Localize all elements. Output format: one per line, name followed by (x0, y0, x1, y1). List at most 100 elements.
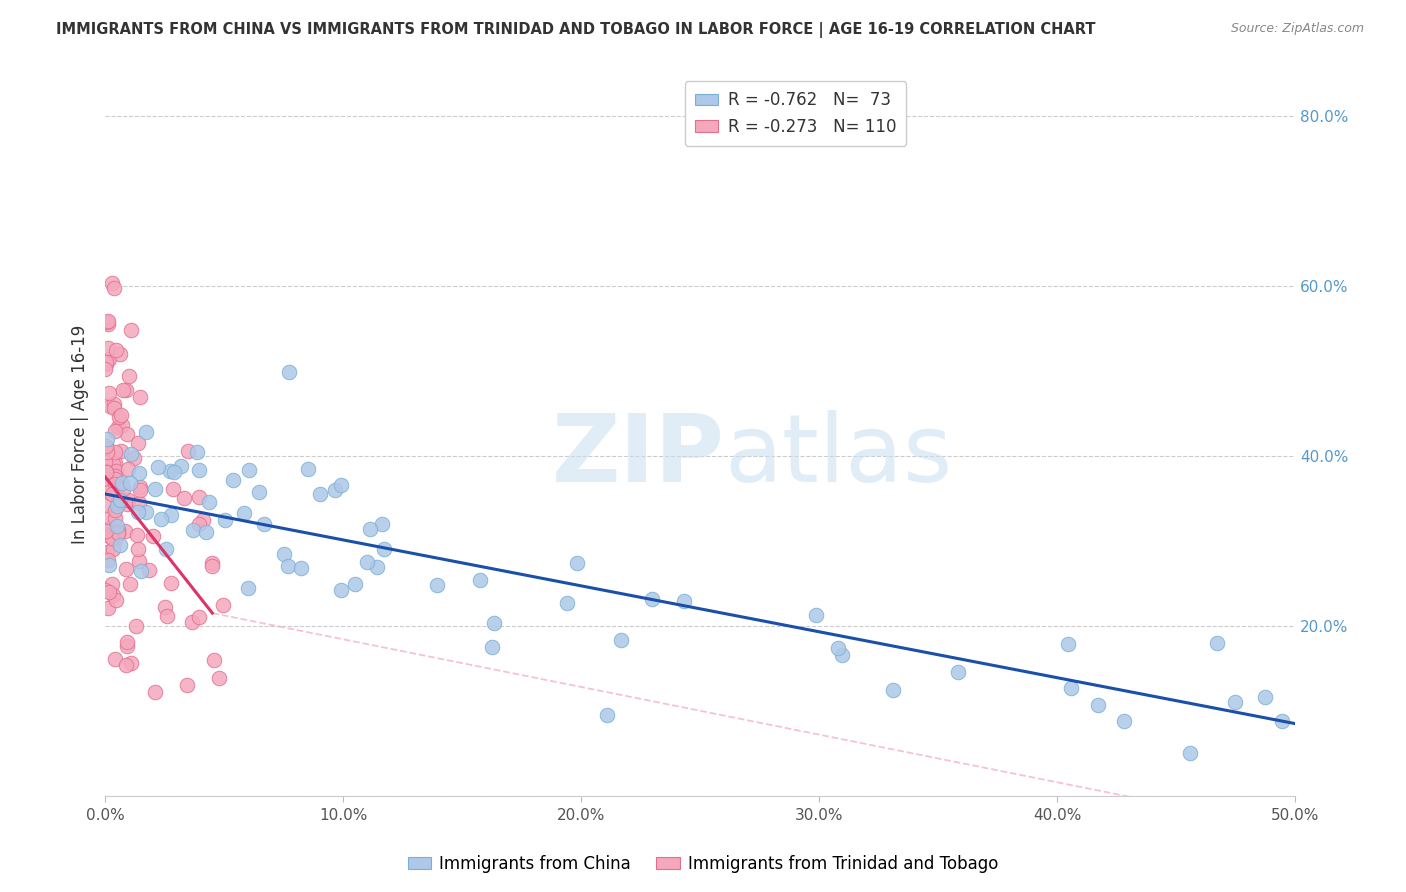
Point (107, 420, 129, 434)
Point (176, 678, 198, 692)
Point (329, 478, 352, 492)
Point (278, 365, 301, 379)
Point (94, 469, 117, 483)
Point (118, 475, 141, 490)
Point (101, 276, 124, 290)
Point (110, 443, 132, 458)
Point (115, 635, 138, 649)
Point (127, 436, 149, 450)
Point (329, 582, 352, 597)
Point (273, 547, 295, 561)
Point (1223, 695, 1246, 709)
Legend: R = -0.762   N=  73, R = -0.273   N= 110: R = -0.762 N= 73, R = -0.273 N= 110 (685, 81, 907, 145)
Point (96, 442, 118, 456)
Point (831, 648, 853, 662)
Point (97, 585, 120, 599)
Point (882, 683, 904, 698)
Point (96, 315, 118, 329)
Point (108, 538, 131, 552)
Point (96, 439, 118, 453)
Point (101, 588, 124, 602)
Point (105, 499, 128, 513)
Point (96, 432, 118, 446)
Point (101, 531, 124, 545)
Point (946, 665, 969, 680)
Point (108, 493, 131, 508)
Point (238, 581, 260, 595)
Point (128, 495, 150, 509)
Point (214, 513, 236, 527)
Point (111, 417, 134, 432)
Point (97, 552, 120, 566)
Point (804, 607, 827, 622)
Legend: Immigrants from China, Immigrants from Trinidad and Tobago: Immigrants from China, Immigrants from T… (401, 848, 1005, 880)
Point (1059, 681, 1081, 695)
Point (1087, 698, 1109, 713)
Point (101, 576, 124, 591)
Point (186, 445, 208, 459)
Point (128, 467, 150, 481)
Point (107, 524, 129, 538)
Point (122, 450, 145, 465)
Point (177, 443, 200, 458)
Point (1254, 690, 1277, 704)
Point (222, 473, 245, 487)
Point (125, 527, 148, 541)
Point (104, 652, 127, 666)
Point (1180, 747, 1202, 761)
Point (129, 564, 152, 578)
Point (596, 708, 619, 723)
Point (129, 480, 152, 494)
Point (97, 317, 120, 331)
Point (309, 487, 332, 501)
Point (160, 576, 183, 591)
Point (94, 355, 117, 369)
Point (98, 510, 121, 524)
Point (155, 600, 177, 615)
Point (135, 425, 157, 439)
Point (673, 594, 696, 608)
Point (103, 281, 125, 295)
Point (107, 526, 129, 541)
Point (107, 495, 129, 509)
Point (160, 508, 183, 522)
Point (114, 657, 136, 672)
Point (94, 465, 117, 479)
Point (170, 459, 193, 474)
Point (110, 409, 132, 423)
Point (103, 401, 125, 415)
Point (1206, 636, 1229, 650)
Point (114, 383, 136, 397)
Point (121, 656, 143, 670)
Text: IMMIGRANTS FROM CHINA VS IMMIGRANTS FROM TRINIDAD AND TOBAGO IN LABOR FORCE | AG: IMMIGRANTS FROM CHINA VS IMMIGRANTS FROM… (56, 22, 1095, 38)
Point (181, 523, 204, 537)
Point (112, 482, 135, 496)
Point (104, 477, 127, 491)
Point (120, 323, 142, 337)
Point (610, 632, 633, 647)
Point (181, 615, 204, 630)
Point (127, 542, 149, 557)
Point (98, 399, 121, 413)
Point (290, 561, 312, 575)
Y-axis label: In Labor Force | Age 16-19: In Labor Force | Age 16-19 (72, 325, 89, 544)
Point (371, 516, 394, 531)
Point (142, 529, 165, 543)
Point (1056, 637, 1078, 651)
Point (359, 522, 381, 536)
Point (1114, 714, 1136, 729)
Point (197, 495, 219, 509)
Point (148, 460, 170, 475)
Point (115, 497, 138, 511)
Point (96, 465, 118, 479)
Point (212, 598, 235, 612)
Point (163, 466, 186, 480)
Point (104, 511, 127, 525)
Point (155, 541, 177, 556)
Point (555, 596, 578, 610)
Point (162, 482, 184, 496)
Point (104, 456, 127, 470)
Point (105, 487, 128, 501)
Point (344, 577, 367, 591)
Point (138, 563, 160, 577)
